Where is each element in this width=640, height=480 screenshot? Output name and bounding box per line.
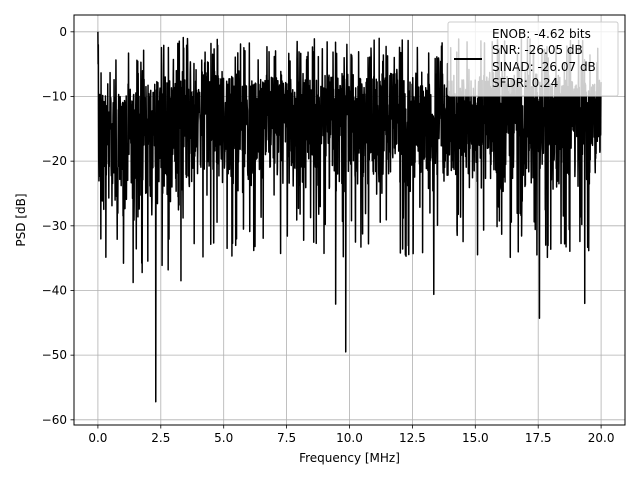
legend: ENOB: -4.62 bits SNR: -26.05 dB SINAD: -… bbox=[447, 21, 619, 97]
x-tick-label: 0.0 bbox=[88, 431, 107, 445]
data-layer bbox=[97, 31, 602, 403]
y-tick-label: −20 bbox=[42, 154, 67, 168]
legend-entry-sinad: SINAD: -26.07 dB bbox=[492, 60, 596, 74]
psd-series-line bbox=[97, 31, 602, 403]
x-tick-label: 15.0 bbox=[462, 431, 489, 445]
legend-entry-snr: SNR: -26.05 dB bbox=[492, 43, 583, 57]
y-tick-label: −50 bbox=[42, 348, 67, 362]
y-tick-label: −30 bbox=[42, 219, 67, 233]
y-tick-label: −60 bbox=[42, 413, 67, 427]
y-tick-label: 0 bbox=[59, 25, 67, 39]
x-tick-label: 12.5 bbox=[399, 431, 426, 445]
ticks: 0.0 2.5 5.0 7.5 10.0 12.5 15.0 17.5 20.0 0 −10 −20 −… bbox=[42, 25, 615, 445]
x-tick-label: 10.0 bbox=[336, 431, 363, 445]
x-tick-label: 7.5 bbox=[277, 431, 296, 445]
y-axis-label: PSD [dB] bbox=[14, 193, 28, 246]
x-tick-label: 17.5 bbox=[525, 431, 552, 445]
legend-entry-sfdr: SFDR: 0.24 bbox=[492, 76, 558, 90]
legend-entry-enob: ENOB: -4.62 bits bbox=[492, 27, 591, 41]
y-tick-label: −40 bbox=[42, 283, 67, 297]
x-tick-label: 5.0 bbox=[214, 431, 233, 445]
x-tick-label: 20.0 bbox=[588, 431, 615, 445]
x-axis-label: Frequency [MHz] bbox=[299, 451, 400, 465]
y-tick-label: −10 bbox=[42, 89, 67, 103]
legend-box bbox=[447, 21, 619, 97]
x-tick-label: 2.5 bbox=[151, 431, 170, 445]
